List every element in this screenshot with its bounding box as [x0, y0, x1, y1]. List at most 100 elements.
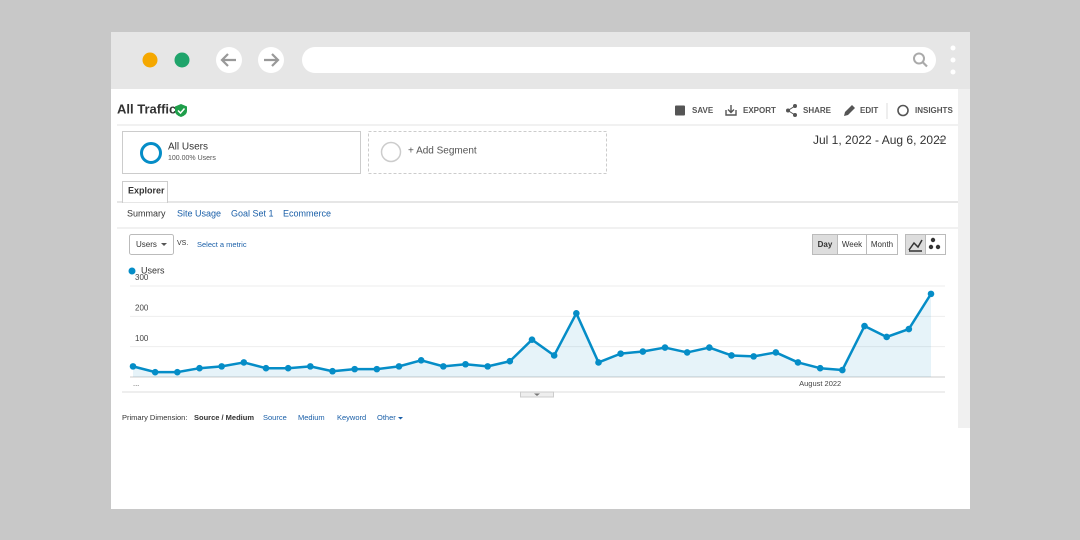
insights-button[interactable]: INSIGHTS	[915, 106, 953, 115]
data-point	[506, 357, 514, 365]
dimension-option[interactable]: Source / Medium	[194, 413, 254, 422]
dropdown-caret	[161, 243, 167, 246]
data-point	[329, 367, 336, 375]
page-title: All Traffic	[117, 101, 176, 116]
collapse-caret	[534, 393, 540, 396]
dimension-option[interactable]: Medium	[298, 413, 325, 422]
add-segment-label: + Add Segment	[408, 146, 477, 157]
back-icon	[220, 53, 236, 67]
data-point	[262, 364, 270, 372]
menu-icon[interactable]	[950, 45, 956, 75]
data-point	[883, 333, 890, 341]
scrollbar	[958, 89, 970, 428]
browser-window	[111, 32, 970, 509]
add-segment-icon	[380, 141, 402, 163]
dimension-label: Primary Dimension:	[122, 413, 187, 422]
segment-share: 100.00% Users	[168, 155, 216, 162]
data-point	[617, 350, 624, 357]
granularity-label: Day	[818, 240, 833, 249]
data-point	[728, 352, 735, 359]
vs-label: VS.	[177, 240, 188, 247]
data-point	[861, 322, 868, 330]
data-point	[816, 364, 824, 372]
data-point	[839, 366, 846, 374]
data-point	[639, 348, 647, 355]
add-segment-card[interactable]	[368, 131, 607, 174]
data-point	[927, 290, 935, 298]
line-chart-icon	[908, 239, 923, 252]
data-point	[550, 352, 558, 359]
month-button[interactable]	[866, 234, 898, 255]
subtab[interactable]: Summary	[127, 208, 166, 218]
data-point	[129, 363, 137, 370]
segment-icon	[140, 142, 162, 164]
subtab[interactable]: Ecommerce	[283, 208, 331, 218]
metric-label: Users	[136, 240, 157, 249]
data-point	[573, 310, 580, 317]
data-point	[151, 368, 159, 376]
export-icon	[725, 105, 737, 116]
window-dot[interactable]	[174, 52, 190, 68]
data-point	[373, 365, 381, 373]
dimension-option[interactable]: Other	[377, 413, 396, 422]
data-point	[706, 344, 713, 351]
date-caret	[938, 139, 946, 143]
data-point	[772, 349, 780, 356]
forward-icon	[264, 53, 280, 67]
subtab[interactable]: Goal Set 1	[231, 208, 274, 218]
window-dot[interactable]	[142, 52, 158, 68]
save-icon	[675, 105, 685, 116]
data-point	[417, 357, 425, 364]
data-point	[794, 359, 802, 366]
y-tick-label: 300	[135, 273, 149, 282]
metric-dropdown[interactable]	[129, 234, 174, 255]
legend-label: Users	[141, 265, 165, 275]
chart: 100 200 300... August 2022 Users	[128, 265, 945, 388]
motion-chart-button[interactable]	[925, 234, 946, 255]
dimension-option[interactable]: Source	[263, 413, 287, 422]
share-icon	[786, 104, 797, 117]
data-point	[750, 353, 757, 360]
y-tick-label: 200	[135, 303, 149, 312]
y-tick-label: 100	[135, 334, 149, 343]
url-bar[interactable]	[302, 47, 936, 73]
legend-marker	[128, 267, 136, 275]
data-point	[218, 363, 225, 370]
share-button[interactable]: SHARE	[803, 106, 832, 115]
insights-icon	[897, 104, 909, 117]
search-icon	[913, 52, 925, 65]
data-point	[351, 365, 358, 373]
granularity-label: Week	[842, 240, 863, 249]
active-tab[interactable]: Explorer	[128, 185, 165, 195]
subtab[interactable]: Site Usage	[177, 208, 221, 218]
data-point	[240, 359, 248, 366]
dropdown-caret	[398, 417, 403, 420]
verified-icon	[177, 108, 186, 115]
data-point	[484, 363, 491, 370]
data-point	[395, 363, 403, 370]
save-button[interactable]: SAVE	[692, 106, 714, 115]
data-point	[307, 363, 314, 370]
date-range[interactable]: Jul 1, 2022 - Aug 6, 2022	[813, 133, 947, 147]
data-point	[284, 364, 292, 372]
dimension-option[interactable]: Keyword	[337, 413, 366, 422]
data-point	[462, 360, 469, 368]
granularity-label: Month	[871, 240, 893, 249]
data-point	[661, 344, 669, 351]
verified-icon	[175, 104, 187, 117]
data-point	[440, 363, 447, 370]
data-point	[905, 325, 913, 333]
motion-chart-icon	[928, 237, 941, 250]
export-button[interactable]: EXPORT	[743, 106, 776, 115]
segment-card[interactable]	[122, 131, 361, 174]
select-metric[interactable]: Select a metric	[197, 240, 247, 249]
data-point	[196, 364, 203, 372]
search-icon	[922, 61, 928, 68]
data-point	[174, 368, 181, 376]
data-point	[528, 336, 536, 343]
x-tick-label: ...	[133, 379, 139, 388]
edit-button[interactable]: EDIT	[860, 106, 878, 115]
data-point	[683, 349, 691, 356]
segment-name: All Users	[168, 142, 208, 153]
